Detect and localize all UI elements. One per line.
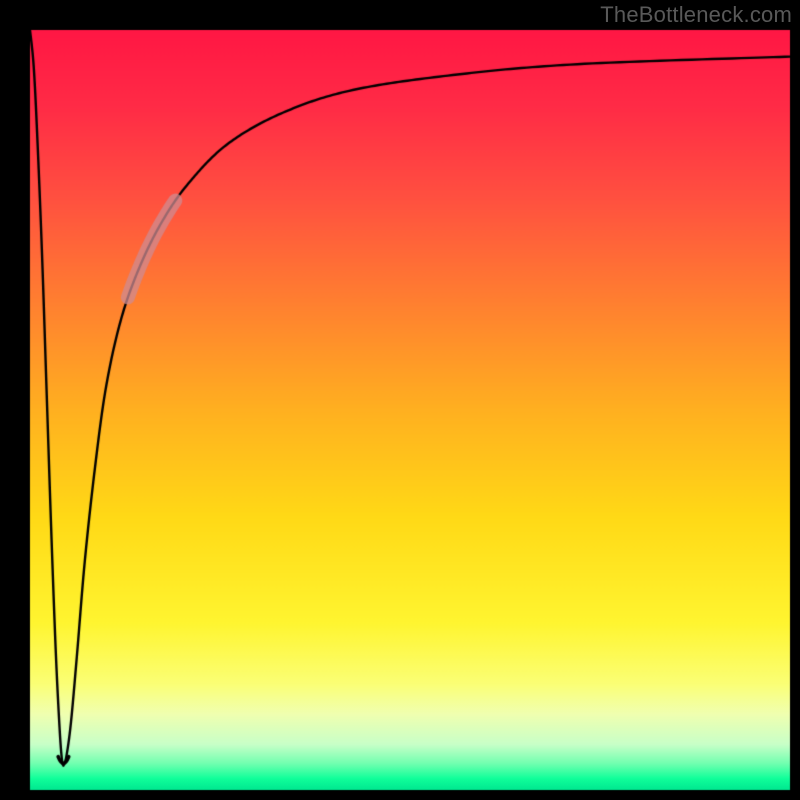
bottleneck-chart-canvas: [0, 0, 800, 800]
watermark-text: TheBottleneck.com: [600, 2, 792, 28]
chart-container: TheBottleneck.com: [0, 0, 800, 800]
